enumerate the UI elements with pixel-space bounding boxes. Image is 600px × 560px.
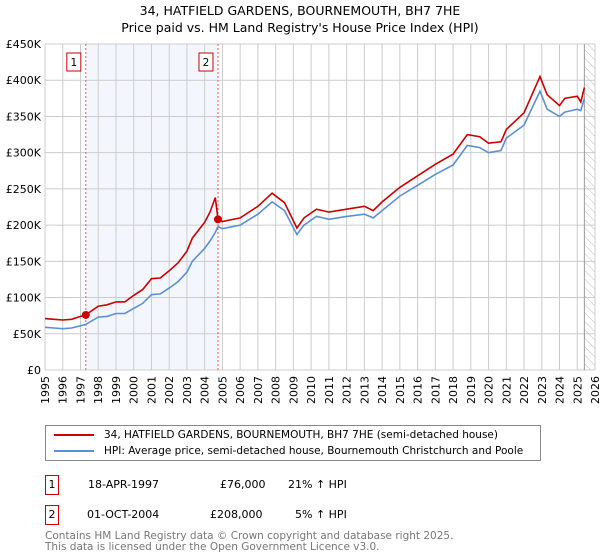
x-tick-label: 2023 (536, 376, 549, 404)
price-line (44, 74, 586, 321)
sale-label: 1 (70, 57, 77, 69)
y-tick-label: £200K (6, 219, 42, 232)
x-tick-label: 2011 (323, 376, 336, 404)
x-tick-label: 2015 (394, 376, 407, 404)
x-tick-label: 1999 (110, 376, 123, 404)
sale-marker: 1 (45, 475, 59, 495)
y-tick-label: £50K (13, 328, 42, 341)
y-tick-label: £450K (6, 38, 42, 51)
x-tick-label: 1996 (57, 376, 70, 404)
x-tick-label: 1998 (92, 376, 105, 404)
sale-date: 01-OCT-2004 (87, 508, 160, 521)
x-tick-label: 2003 (181, 376, 194, 404)
x-tick-label: 2009 (287, 376, 300, 404)
x-tick-label: 2026 (589, 376, 600, 404)
x-tick-label: 2022 (518, 376, 531, 404)
y-tick-label: £350K (6, 110, 42, 123)
footer-line: This data is licensed under the Open Gov… (45, 541, 380, 553)
chart-title: 34, HATFIELD GARDENS, BOURNEMOUTH, BH7 7… (0, 2, 600, 36)
price-chart: 1995 1996 1997 1998 1999 2000 2001 2002 2003 2004… (6, 38, 600, 404)
legend-swatch-blue (54, 450, 94, 452)
x-tick-label: 2008 (270, 376, 283, 404)
sale-point (213, 215, 222, 224)
x-tick-label: 1995 (39, 376, 52, 404)
sale-label: 2 (203, 57, 210, 69)
y-tick-label: £300K (6, 147, 42, 160)
title-line: 34, HATFIELD GARDENS, BOURNEMOUTH, BH7 7… (139, 3, 461, 18)
sale-hpi: 21% ↑ HPI (288, 478, 347, 491)
x-tick-label: 2016 (412, 376, 425, 404)
x-tick-label: 2010 (305, 376, 318, 404)
sale-label-box (198, 52, 214, 72)
sale-marker: 2 (45, 505, 59, 525)
x-tick-label: 2013 (358, 376, 371, 404)
x-tick-label: 2018 (447, 376, 460, 404)
legend-label: HPI: Average price, semi-detached house,… (104, 445, 524, 457)
legend-item-price: 34, HATFIELD GARDENS, BOURNEMOUTH, BH7 7… (54, 427, 498, 443)
legend: 34, HATFIELD GARDENS, BOURNEMOUTH, BH7 7… (45, 425, 541, 461)
x-tick-label: 2007 (252, 376, 265, 404)
x-tick-label: 1997 (74, 376, 87, 404)
sale-label-box (66, 52, 82, 72)
sale-row: 1 18-APR-1997 £76,000 21% ↑ HPI (45, 475, 545, 495)
x-tick-label: 2014 (376, 376, 389, 404)
sale-hpi: 5% ↑ HPI (295, 508, 347, 521)
sale-point (81, 310, 90, 319)
x-tick-label: 2002 (163, 376, 176, 404)
x-tick-label: 2019 (465, 376, 478, 404)
y-tick-label: £250K (6, 183, 42, 196)
x-tick-label: 2024 (554, 376, 567, 404)
x-tick-label: 2000 (128, 376, 141, 404)
forecast-hatch (584, 44, 595, 370)
sale-row: 2 01-OCT-2004 £208,000 5% ↑ HPI (45, 505, 545, 525)
y-tick-label: £0 (27, 364, 41, 377)
x-tick-label: 2006 (234, 376, 247, 404)
legend-item-hpi: HPI: Average price, semi-detached house,… (54, 443, 523, 459)
x-tick-label: 2001 (145, 376, 158, 404)
footer: Contains HM Land Registry data © Crown c… (45, 531, 453, 553)
hpi-line (44, 89, 586, 330)
x-tick-label: 2021 (500, 376, 513, 404)
x-tick-label: 2025 (571, 376, 584, 404)
x-tick-label: 2005 (216, 376, 229, 404)
x-tick-label: 2012 (341, 376, 354, 404)
sale-price: £208,000 (210, 508, 263, 521)
legend-swatch-red (54, 434, 94, 436)
x-tick-label: 2004 (199, 376, 212, 404)
y-tick-label: £400K (6, 74, 42, 87)
subtitle-line: Price paid vs. HM Land Registry's House … (121, 20, 479, 35)
footer-line: Contains HM Land Registry data © Crown c… (45, 530, 454, 542)
legend-label: 34, HATFIELD GARDENS, BOURNEMOUTH, BH7 7… (104, 429, 498, 441)
sale-date: 18-APR-1997 (88, 478, 160, 491)
x-tick-label: 2017 (429, 376, 442, 404)
sale-price: £76,000 (220, 478, 266, 491)
y-tick-label: £100K (6, 292, 42, 305)
x-tick-label: 2020 (483, 376, 496, 404)
y-tick-label: £150K (6, 255, 42, 268)
